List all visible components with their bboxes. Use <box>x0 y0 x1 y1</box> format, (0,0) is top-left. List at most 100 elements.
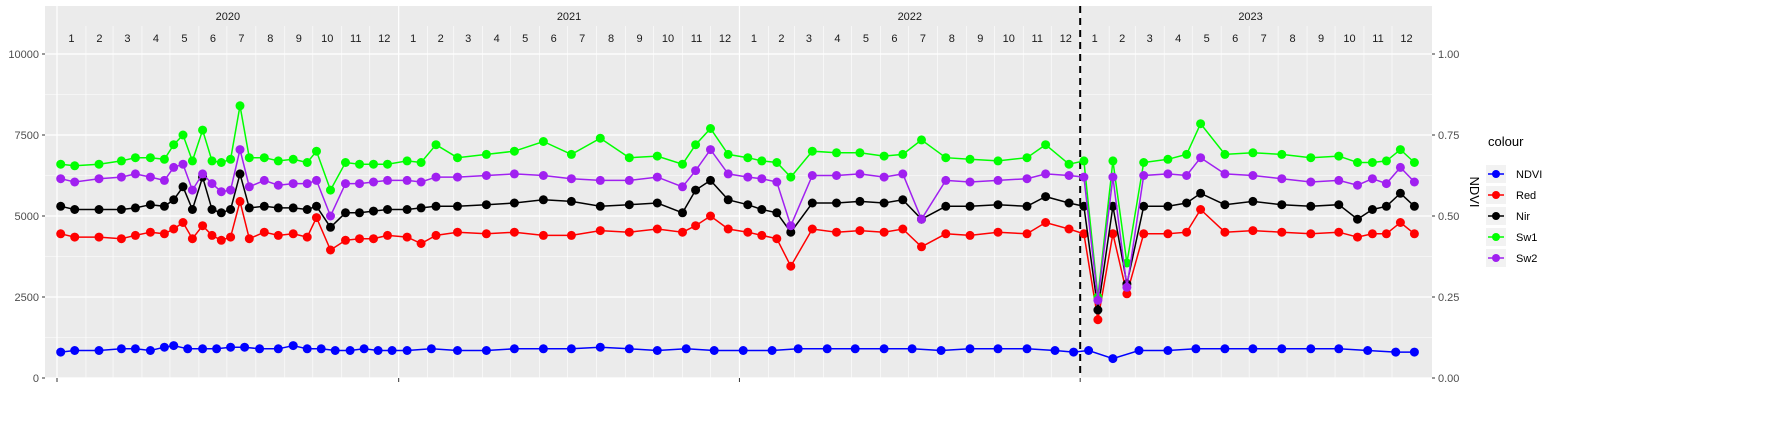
series-point-red <box>1196 205 1206 214</box>
series-point-red <box>94 232 104 242</box>
series-point-nir <box>70 205 80 214</box>
series-point-ndvi <box>822 344 832 354</box>
series-point-sw2 <box>1381 179 1391 189</box>
series-point-sw1 <box>941 153 951 163</box>
series-point-sw1 <box>1022 153 1032 163</box>
series-point-red <box>855 226 865 236</box>
series-point-nir <box>807 198 817 208</box>
series-point-nir <box>145 200 155 210</box>
series-point-red <box>244 234 254 244</box>
series-point-ndvi <box>169 341 179 351</box>
series-point-ndvi <box>159 342 169 352</box>
series-point-nir <box>431 201 441 211</box>
series-point-sw2 <box>1277 174 1287 184</box>
series-point-nir <box>965 201 975 211</box>
series-point-nir <box>1093 305 1103 315</box>
series-point-sw1 <box>169 140 179 150</box>
series-point-sw1 <box>1306 153 1316 163</box>
series-point-red <box>1163 229 1173 239</box>
series-point-nir <box>312 201 321 211</box>
series-point-nir <box>1334 200 1344 210</box>
grid-lines <box>45 6 1432 379</box>
series-point-ndvi <box>1022 344 1032 354</box>
series-point-ndvi <box>1134 346 1144 355</box>
series-point-sw1 <box>772 158 782 167</box>
series-point-sw1 <box>402 156 412 166</box>
month-strip-label: 2 <box>96 33 102 45</box>
series-point-sw1 <box>624 153 634 163</box>
month-strip-label: 5 <box>863 33 869 45</box>
series-point-nir <box>416 203 426 213</box>
month-strip-label: 6 <box>891 33 897 45</box>
axes: 0 2500 5000 7500 10000 0.00 0.25 0.50 0.75 1.00 <box>8 49 1459 385</box>
series-point-sw2 <box>1064 171 1074 180</box>
series-point-nir <box>1041 192 1051 202</box>
series-point-red <box>1022 229 1032 239</box>
series-point-sw2 <box>1395 162 1405 172</box>
series-point-red <box>145 227 155 237</box>
series-point-ndvi <box>70 346 80 355</box>
month-strip-label: 12 <box>1060 33 1072 45</box>
series-point-red <box>706 211 715 221</box>
series-point-nir <box>706 175 715 185</box>
series-point-nir <box>566 196 576 206</box>
series-point-ndvi <box>130 344 140 354</box>
series-point-red <box>1041 218 1051 227</box>
series-point-nir <box>743 200 753 210</box>
series-point-sw1 <box>993 156 1003 166</box>
series-point-ndvi <box>359 344 369 354</box>
y-tick-label: 7500 <box>15 130 39 142</box>
series-point-nir <box>326 222 335 232</box>
series-point-ndvi <box>1069 347 1079 357</box>
month-strip-label: 7 <box>579 33 585 45</box>
series-point-sw2 <box>383 175 392 185</box>
series-point-nir <box>341 208 350 218</box>
series-point-ndvi <box>1108 354 1118 364</box>
series-point-red <box>1079 229 1089 239</box>
series-point-red <box>355 234 364 244</box>
legend-key-point <box>1492 170 1500 178</box>
month-strip-label: 9 <box>1318 33 1324 45</box>
series-point-ndvi <box>538 344 548 354</box>
series-point-sw1 <box>198 125 208 135</box>
year-strip-label: 2021 <box>557 11 581 23</box>
series-point-sw2 <box>244 182 254 192</box>
series-point-sw1 <box>70 161 80 171</box>
series-point-ndvi <box>1277 344 1287 354</box>
series-point-sw1 <box>235 101 245 111</box>
series-point-red <box>416 239 426 248</box>
series-point-sw1 <box>678 159 687 169</box>
series-point-ndvi <box>1363 346 1373 355</box>
series-point-sw2 <box>302 179 312 189</box>
series-point-ndvi <box>509 344 519 354</box>
series-point-sw1 <box>1353 158 1362 167</box>
series-point-ndvi <box>850 344 860 354</box>
series-point-sw2 <box>326 211 335 221</box>
series-point-sw2 <box>341 179 350 189</box>
series-point-sw1 <box>855 148 865 158</box>
month-strip-label: 4 <box>1175 33 1181 45</box>
series-point-red <box>1108 229 1118 239</box>
legend-key-point <box>1492 233 1500 241</box>
series-point-sw2 <box>723 169 733 179</box>
series-point-red <box>1353 232 1362 242</box>
series-point-sw2 <box>187 185 197 195</box>
series-point-nir <box>207 205 217 214</box>
legend-key-point <box>1492 212 1500 220</box>
series-point-nir <box>757 205 767 214</box>
series-point-red <box>772 234 782 244</box>
series-point-red <box>691 221 701 231</box>
series-point-red <box>1306 229 1316 239</box>
series-point-sw1 <box>481 149 491 159</box>
series-point-sw2 <box>235 145 245 155</box>
series-point-red <box>538 230 548 240</box>
series-point-ndvi <box>767 346 777 355</box>
month-strip-label: 12 <box>1400 33 1412 45</box>
series-point-nir <box>1277 200 1287 210</box>
series-point-sw2 <box>538 171 548 180</box>
series-point-red <box>1395 218 1405 227</box>
series-point-sw1 <box>786 172 796 182</box>
series-point-sw1 <box>595 133 605 143</box>
series-point-red <box>1139 229 1149 239</box>
